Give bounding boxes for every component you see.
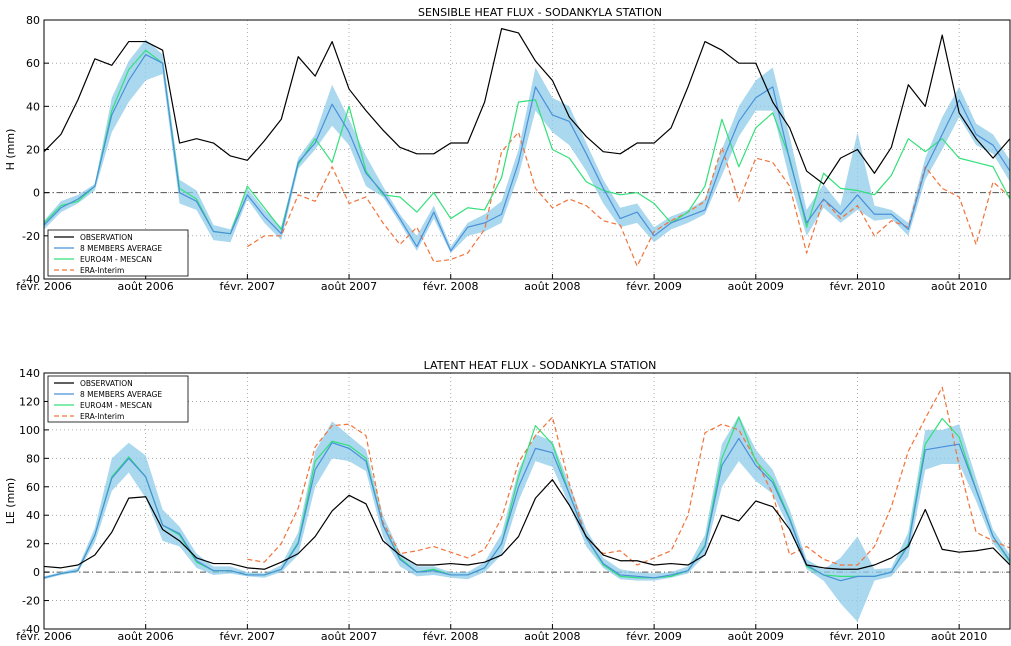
y-tick-label: -20 (22, 230, 40, 243)
legend-label-era-interim: ERA-Interim (80, 412, 124, 421)
y-axis-label: H (mm) (4, 129, 17, 171)
legend-label-observation: OBSERVATION (80, 379, 133, 388)
y-tick-label: -20 (22, 595, 40, 608)
legend-box (47, 229, 189, 277)
x-tick-label: août 2010 (931, 280, 987, 293)
y-tick-label: 40 (26, 509, 40, 522)
band-8-members-average (44, 415, 1010, 622)
series-line-observation (44, 479, 1010, 570)
y-tick-label: 120 (19, 395, 40, 408)
x-tick-label: févr. 2010 (830, 630, 886, 642)
x-tick-label: août 2008 (524, 630, 580, 642)
x-tick-label: août 2009 (728, 630, 784, 642)
y-tick-label: 0 (33, 187, 40, 200)
y-tick-label: 60 (26, 57, 40, 70)
chart-title: LATENT HEAT FLUX - SODANKYLA STATION (424, 359, 657, 372)
legend-label-8-members-average: 8 MEMBERS AVERAGE (80, 244, 162, 253)
plot-area (44, 28, 1010, 267)
legend-label-8-members-average: 8 MEMBERS AVERAGE (80, 390, 162, 399)
x-tick-label: août 2007 (321, 280, 377, 293)
legend-box (47, 375, 189, 423)
x-tick-label: août 2006 (118, 630, 174, 642)
y-tick-label: 80 (26, 452, 40, 465)
series-line-8-members-average (44, 53, 1010, 252)
legend: OBSERVATION 8 MEMBERS AVERAGE EURO4M - MES… (47, 375, 189, 423)
chart-panel-0: -40 -20 0 20 40 60 80 févr. 2006 août 2006 févr. … (4, 6, 1011, 293)
series-line-era-interim (247, 386, 1010, 566)
plot-frame (43, 372, 1011, 630)
x-tick-label: août 2010 (931, 630, 987, 642)
legend: OBSERVATION 8 MEMBERS AVERAGE EURO4M - MES… (47, 229, 189, 277)
y-tick-label: 140 (19, 367, 40, 380)
plot-area (44, 386, 1010, 622)
x-tick-label: févr. 2009 (626, 630, 682, 642)
x-tick-label: août 2007 (321, 630, 377, 642)
x-tick-label: févr. 2007 (220, 280, 276, 293)
series-line-8-members-average (44, 437, 1010, 582)
y-axis-label: LE (mm) (4, 478, 17, 525)
y-tick-label: 0 (33, 566, 40, 579)
x-tick-label: févr. 2008 (423, 630, 479, 642)
y-tick-label: 80 (26, 14, 40, 27)
y-tick-label: 20 (26, 144, 40, 157)
y-tick-label: 60 (26, 481, 40, 494)
legend-label-observation: OBSERVATION (80, 233, 133, 242)
y-tick-label: 100 (19, 424, 40, 437)
legend-label-euro4m-mescan: EURO4M - MESCAN (80, 255, 152, 264)
series-line-era-interim (247, 131, 1010, 267)
y-tick-label: -40 (22, 273, 40, 286)
x-tick-label: févr. 2010 (830, 280, 886, 293)
x-tick-label: févr. 2006 (16, 630, 72, 642)
legend-label-euro4m-mescan: EURO4M - MESCAN (80, 401, 152, 410)
x-tick-label: févr. 2007 (220, 630, 276, 642)
legend-label-era-interim: ERA-Interim (80, 266, 124, 275)
x-tick-label: août 2008 (524, 280, 580, 293)
chart-title: SENSIBLE HEAT FLUX - SODANKYLA STATION (418, 6, 662, 19)
x-tick-label: août 2006 (118, 280, 174, 293)
y-tick-label: -40 (22, 623, 40, 636)
x-tick-label: févr. 2009 (626, 280, 682, 293)
series-line-observation (44, 28, 1010, 185)
y-tick-label: 40 (26, 100, 40, 113)
chart-panel-1: -40 -20 0 20 40 60 80 100 120 140 févr. 2006 août 2… (4, 359, 1011, 643)
y-tick-label: 20 (26, 538, 40, 551)
x-tick-label: août 2009 (728, 280, 784, 293)
x-tick-label: févr. 2006 (16, 280, 72, 293)
x-tick-label: févr. 2008 (423, 280, 479, 293)
